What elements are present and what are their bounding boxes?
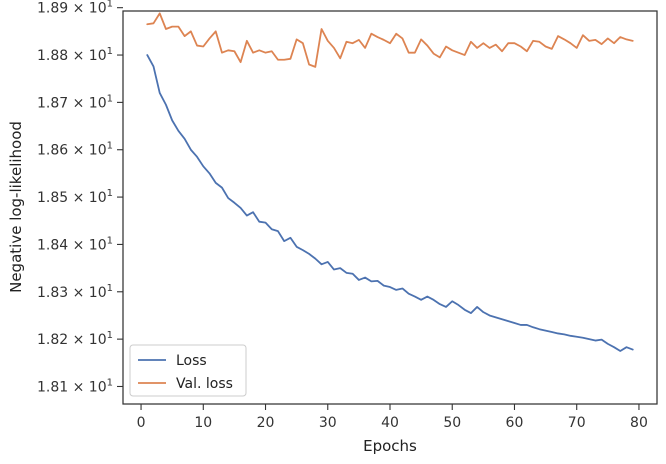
- legend-label-loss: Loss: [176, 353, 207, 369]
- x-axis: 0 10 20 30 40 50 60 70 80: [137, 404, 648, 431]
- x-tick-label: 0: [137, 415, 146, 431]
- x-tick-label: 70: [568, 415, 586, 431]
- y-tick-label: 1.86 × 101: [37, 141, 113, 159]
- y-tick-label: 1.83 × 101: [37, 283, 113, 301]
- y-tick-label: 1.84 × 101: [37, 235, 113, 253]
- x-tick-label: 40: [381, 415, 399, 431]
- y-tick-label: 1.89 × 101: [37, 0, 113, 17]
- y-tick-label: 1.81 × 101: [37, 377, 113, 395]
- y-axis: 1.81 × 101 1.82 × 101 1.83 × 101 1.84 × 101…: [37, 0, 123, 395]
- x-tick-label: 10: [194, 415, 212, 431]
- series-line-loss: [146, 54, 634, 352]
- x-axis-label: Epochs: [363, 437, 417, 455]
- x-tick-label: 60: [506, 415, 524, 431]
- y-axis-label: Negative log-likelihood: [7, 121, 25, 293]
- series-line-val-loss: [146, 12, 634, 68]
- series-lines: [146, 12, 634, 352]
- legend-label-val-loss: Val. loss: [176, 376, 233, 392]
- x-tick-label: 30: [319, 415, 337, 431]
- x-tick-label: 80: [630, 415, 648, 431]
- legend: Loss Val. loss: [129, 344, 247, 397]
- y-tick-label: 1.85 × 101: [37, 188, 113, 206]
- x-tick-label: 20: [257, 415, 275, 431]
- y-tick-label: 1.88 × 101: [37, 46, 113, 64]
- y-tick-label: 1.82 × 101: [37, 330, 113, 348]
- x-tick-label: 50: [443, 415, 461, 431]
- y-tick-label: 1.87 × 101: [37, 93, 113, 111]
